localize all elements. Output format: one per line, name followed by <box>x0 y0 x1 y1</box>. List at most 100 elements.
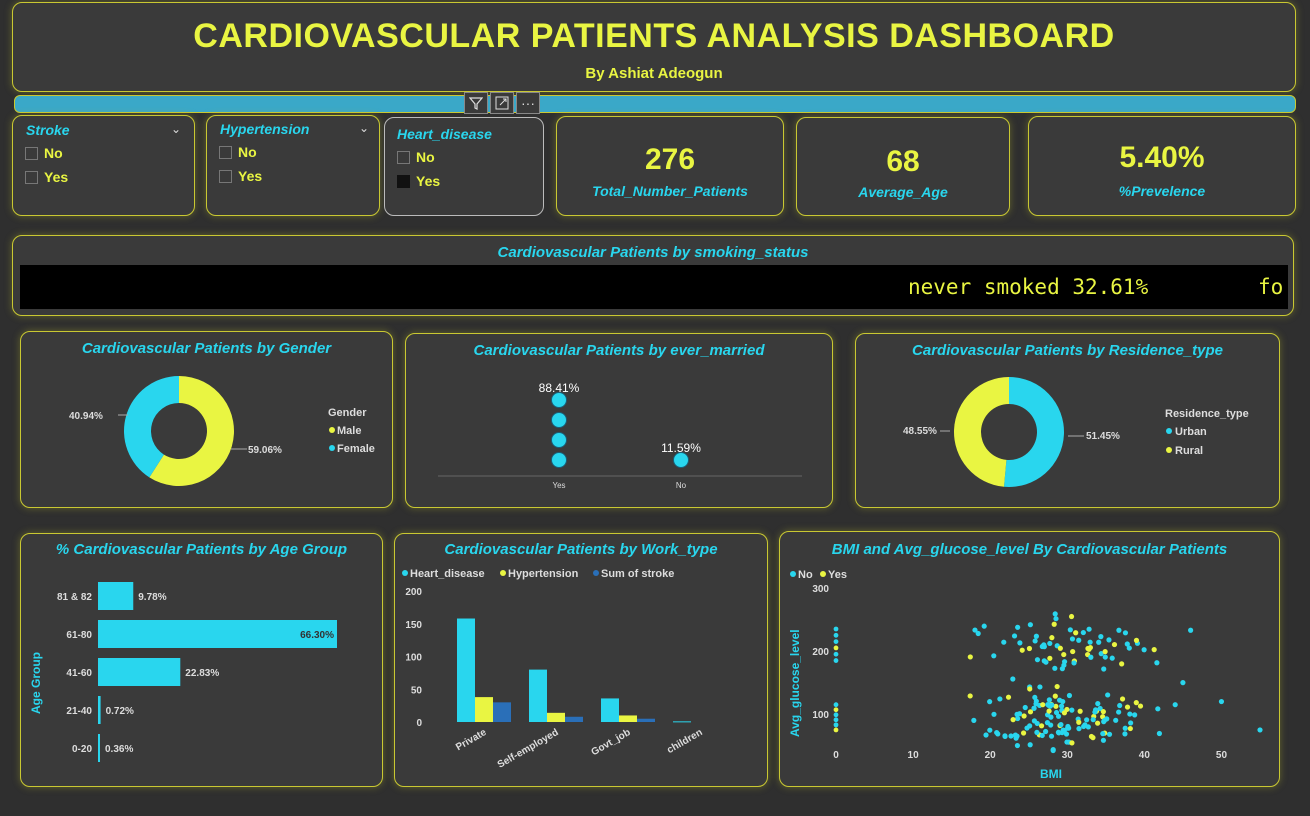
data-point[interactable] <box>987 699 993 705</box>
data-point[interactable] <box>1057 697 1063 703</box>
data-point[interactable] <box>1084 717 1090 723</box>
focus-mode-icon[interactable] <box>490 92 514 114</box>
data-point[interactable] <box>1100 737 1107 743</box>
data-point[interactable] <box>1127 725 1133 732</box>
data-point[interactable] <box>1056 730 1062 736</box>
data-point[interactable] <box>1015 715 1021 722</box>
data-point[interactable] <box>1043 728 1049 735</box>
data-point[interactable] <box>1106 731 1113 737</box>
data-point[interactable] <box>673 452 689 468</box>
data-point[interactable] <box>1014 733 1020 739</box>
scroll-strip[interactable] <box>14 95 1296 113</box>
data-point[interactable] <box>833 626 839 632</box>
data-point[interactable] <box>997 696 1003 702</box>
data-point[interactable] <box>1151 647 1157 653</box>
data-point[interactable] <box>1017 640 1023 646</box>
pie-slice-female[interactable] <box>124 376 179 478</box>
data-point[interactable] <box>1156 730 1163 737</box>
data-point[interactable] <box>1034 657 1041 663</box>
data-point[interactable] <box>1106 637 1112 643</box>
data-point[interactable] <box>1113 717 1119 723</box>
chevron-down-icon[interactable]: ⌄ <box>359 121 370 135</box>
bar[interactable] <box>493 702 511 722</box>
data-point[interactable] <box>1098 651 1104 657</box>
data-point[interactable] <box>1070 648 1076 655</box>
data-point[interactable] <box>1031 718 1037 724</box>
bar[interactable] <box>673 721 691 723</box>
data-point[interactable] <box>1119 696 1126 702</box>
data-point[interactable] <box>1069 636 1076 642</box>
data-point[interactable] <box>1128 720 1134 726</box>
data-point[interactable] <box>1054 683 1060 690</box>
data-point[interactable] <box>1086 626 1092 632</box>
bar[interactable] <box>619 715 637 722</box>
data-point[interactable] <box>1122 630 1129 636</box>
data-point[interactable] <box>1073 630 1079 636</box>
data-point[interactable] <box>1033 633 1039 639</box>
data-point[interactable] <box>1022 704 1028 711</box>
bar[interactable] <box>529 669 547 722</box>
data-point[interactable] <box>1048 722 1054 728</box>
data-point[interactable] <box>1066 725 1072 731</box>
data-point[interactable] <box>1127 711 1133 717</box>
data-point[interactable] <box>551 392 567 408</box>
data-point[interactable] <box>1047 640 1053 647</box>
data-point[interactable] <box>1092 709 1098 715</box>
data-point[interactable] <box>1027 709 1034 715</box>
bar[interactable] <box>98 582 134 610</box>
bar[interactable] <box>98 696 101 724</box>
checkbox[interactable] <box>219 145 232 159</box>
chevron-down-icon[interactable]: ⌄ <box>171 122 182 136</box>
data-point[interactable] <box>1024 725 1030 731</box>
data-point[interactable] <box>991 653 997 659</box>
data-point[interactable] <box>1116 627 1122 633</box>
bar[interactable] <box>547 712 565 722</box>
data-point[interactable] <box>1058 703 1065 709</box>
data-point[interactable] <box>1016 711 1023 717</box>
pie-slice-male[interactable] <box>149 376 235 486</box>
checkbox[interactable] <box>219 169 232 183</box>
data-point[interactable] <box>1048 733 1055 739</box>
data-point[interactable] <box>833 645 839 651</box>
data-point[interactable] <box>1008 733 1014 739</box>
checkbox[interactable] <box>25 146 38 160</box>
data-point[interactable] <box>1005 694 1012 700</box>
data-point[interactable] <box>971 717 977 723</box>
data-point[interactable] <box>1105 692 1111 698</box>
data-point[interactable] <box>1061 662 1067 668</box>
data-point[interactable] <box>1039 732 1045 739</box>
data-point[interactable] <box>1096 639 1102 645</box>
data-point[interactable] <box>1048 714 1054 720</box>
data-point[interactable] <box>1037 684 1043 690</box>
data-point[interactable] <box>1090 717 1096 723</box>
data-point[interactable] <box>833 702 839 708</box>
data-point[interactable] <box>833 651 839 657</box>
data-point[interactable] <box>1034 729 1040 735</box>
data-point[interactable] <box>1020 730 1027 736</box>
bar[interactable] <box>565 716 583 722</box>
bar[interactable] <box>457 618 475 722</box>
data-point[interactable] <box>833 632 839 638</box>
data-point[interactable] <box>1101 717 1108 724</box>
data-point[interactable] <box>1032 694 1038 701</box>
data-point[interactable] <box>833 658 839 663</box>
data-point[interactable] <box>981 623 987 629</box>
data-point[interactable] <box>833 712 839 718</box>
data-point[interactable] <box>1053 616 1059 622</box>
data-point[interactable] <box>551 432 567 448</box>
data-point[interactable] <box>1155 706 1161 712</box>
data-point[interactable] <box>833 639 839 645</box>
data-point[interactable] <box>1027 686 1033 692</box>
data-point[interactable] <box>1102 654 1108 660</box>
data-point[interactable] <box>1077 708 1083 714</box>
data-point[interactable] <box>1033 701 1039 707</box>
data-point[interactable] <box>1102 649 1108 655</box>
data-point[interactable] <box>1126 645 1132 651</box>
data-point[interactable] <box>1052 611 1058 617</box>
data-point[interactable] <box>1098 634 1104 640</box>
data-point[interactable] <box>1046 702 1052 708</box>
data-point[interactable] <box>833 722 839 728</box>
data-point[interactable] <box>1087 639 1093 645</box>
data-point[interactable] <box>1100 731 1106 737</box>
data-point[interactable] <box>1038 723 1045 729</box>
